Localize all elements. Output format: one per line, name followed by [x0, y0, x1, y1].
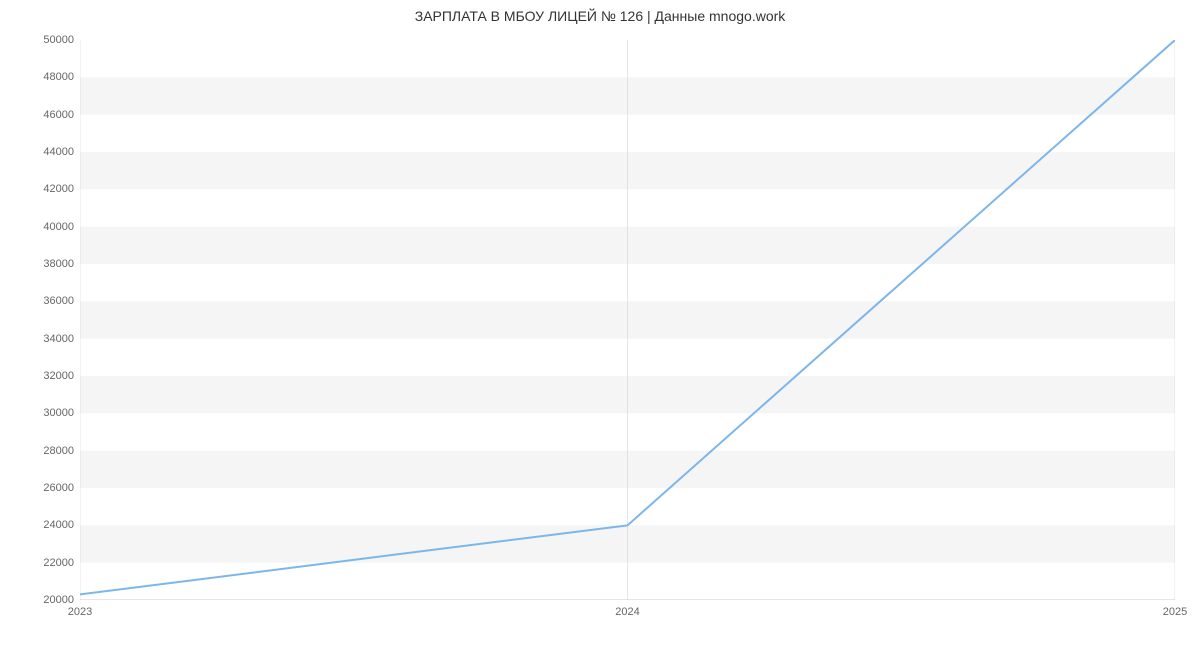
- y-tick-label: 50000: [43, 34, 74, 46]
- y-tick-label: 24000: [43, 519, 74, 531]
- chart-svg: [80, 40, 1175, 600]
- y-tick-label: 28000: [43, 445, 74, 457]
- y-tick-label: 22000: [43, 557, 74, 569]
- y-tick-label: 38000: [43, 258, 74, 270]
- y-tick-label: 44000: [43, 146, 74, 158]
- y-tick-label: 20000: [43, 594, 74, 606]
- y-tick-label: 36000: [43, 295, 74, 307]
- y-tick-label: 42000: [43, 183, 74, 195]
- y-tick-label: 30000: [43, 407, 74, 419]
- x-tick-label: 2025: [1163, 606, 1187, 618]
- y-tick-label: 34000: [43, 333, 74, 345]
- y-tick-label: 40000: [43, 221, 74, 233]
- y-tick-label: 26000: [43, 482, 74, 494]
- y-tick-label: 48000: [43, 71, 74, 83]
- x-tick-label: 2023: [68, 606, 92, 618]
- y-tick-label: 32000: [43, 370, 74, 382]
- y-tick-label: 46000: [43, 109, 74, 121]
- salary-line-chart: ЗАРПЛАТА В МБОУ ЛИЦЕЙ № 126 | Данные mno…: [0, 0, 1200, 650]
- chart-title: ЗАРПЛАТА В МБОУ ЛИЦЕЙ № 126 | Данные mno…: [0, 8, 1200, 24]
- x-tick-label: 2024: [615, 606, 639, 618]
- chart-plot-area: 2000022000240002600028000300003200034000…: [80, 40, 1175, 600]
